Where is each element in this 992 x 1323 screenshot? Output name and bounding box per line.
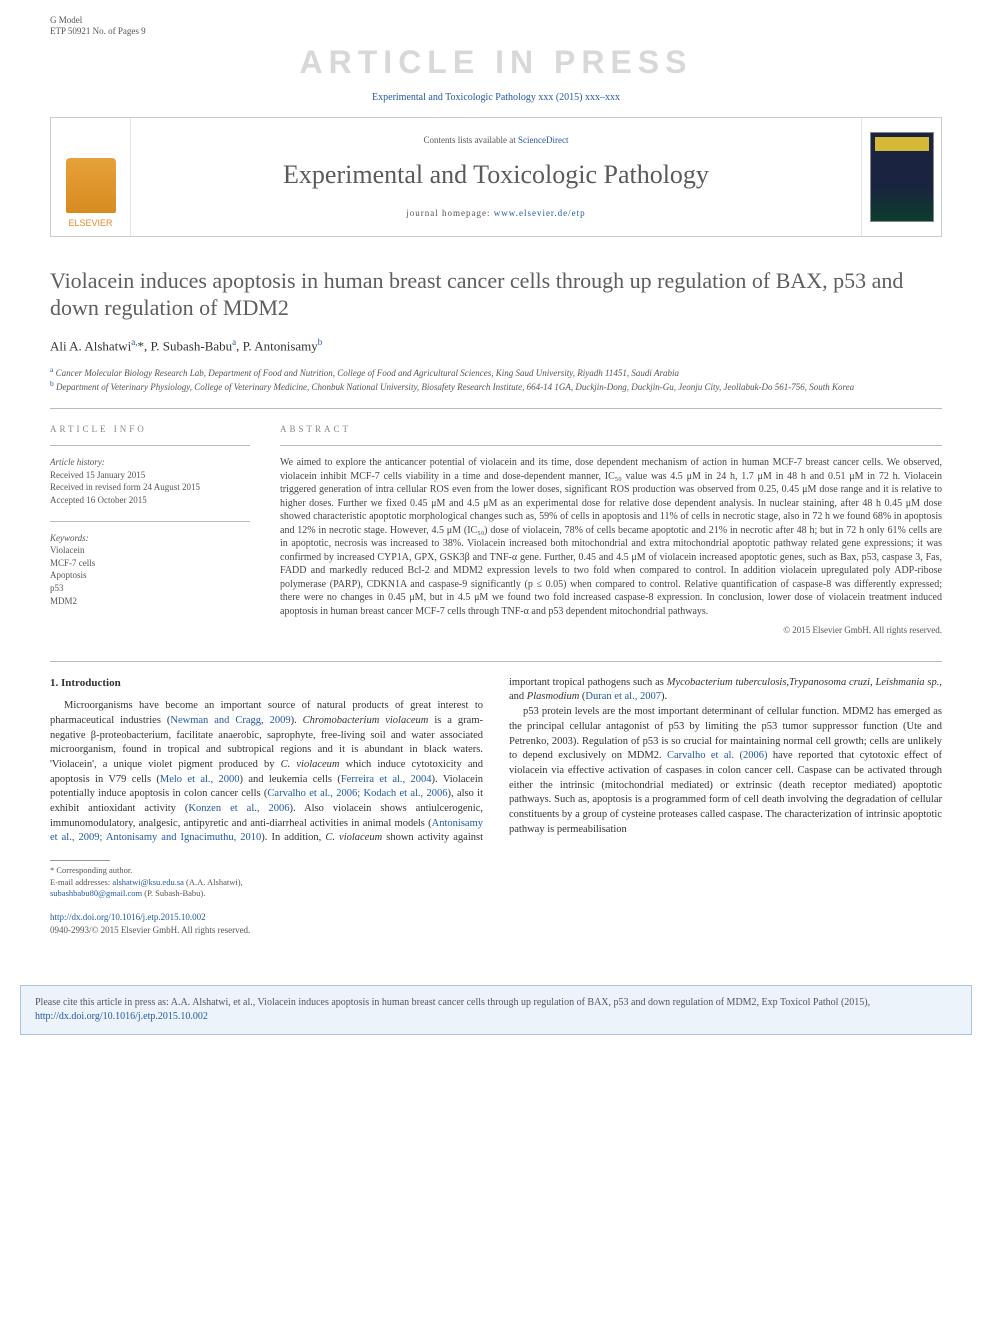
email-2[interactable]: subashbabu80@gmail.com [50,888,142,898]
abstract-column: ABSTRACT We aimed to explore the antican… [280,423,942,637]
journal-reference: Experimental and Toxicologic Pathology x… [50,91,942,105]
article-title: Violacein induces apoptosis in human bre… [50,267,942,322]
ref-konzen[interactable]: Konzen et al., 2006 [188,803,289,814]
sciencedirect-link[interactable]: ScienceDirect [518,135,568,145]
contents-lists-line: Contents lists available at ScienceDirec… [424,134,569,147]
info-abstract-row: ARTICLE INFO Article history: Received 1… [50,423,942,637]
keyword-2: Apoptosis [50,569,250,582]
ref-carvalho-2006[interactable]: Carvalho et al. (2006) [667,750,768,761]
email-label: E-mail addresses: [50,877,112,887]
citation-box: Please cite this article in press as: A.… [20,985,972,1035]
issn-copyright: 0940-2993/© 2015 Elsevier GmbH. All righ… [50,924,942,937]
abstract-hr [280,445,942,446]
homepage-url[interactable]: www.elsevier.de/etp [494,208,586,218]
abstract-copyright: © 2015 Elsevier GmbH. All rights reserve… [280,624,942,637]
doi-block: http://dx.doi.org/10.1016/j.etp.2015.10.… [50,911,942,936]
history-received: Received 15 January 2015 [50,469,250,482]
keyword-0: Violacein [50,544,250,557]
keyword-3: p53 [50,582,250,595]
affiliation-b: Department of Veterinary Physiology, Col… [56,382,854,392]
keywords-label: Keywords: [50,532,250,545]
footnote-separator [50,860,110,861]
ref-ferreira[interactable]: Ferreira et al., 2004 [341,774,432,785]
info-hr-2 [50,521,250,522]
ref-duran[interactable]: Duran et al., 2007 [585,691,661,702]
corresponding-author: * Corresponding author. [50,865,942,876]
intro-p2: p53 protein levels are the most importan… [509,705,942,837]
header-center: Contents lists available at ScienceDirec… [131,118,861,236]
body-columns: 1. Introduction Microorganisms have beco… [50,676,942,846]
journal-name: Experimental and Toxicologic Pathology [283,157,709,193]
abstract-text: We aimed to explore the anticancer poten… [280,456,942,618]
affiliation-a: Cancer Molecular Biology Research Lab, D… [56,368,679,378]
email-1[interactable]: alshatwi@ksu.edu.sa [112,877,184,887]
footnotes: * Corresponding author. E-mail addresses… [50,865,942,899]
keyword-4: MDM2 [50,595,250,608]
article-info-label: ARTICLE INFO [50,423,250,436]
g-model-tag: G Model ETP 50921 No. of Pages 9 [50,15,146,37]
ref-carvalho-kodner[interactable]: Carvalho et al., 2006; Kodach et al., 20… [267,788,447,799]
g-model-line1: G Model [50,15,146,26]
intro-heading: 1. Introduction [50,676,483,691]
affiliations: a Cancer Molecular Biology Research Lab,… [50,365,942,393]
history-label: Article history: [50,456,250,469]
keywords-block: Keywords: Violacein MCF-7 cells Apoptosi… [50,532,250,608]
citebox-doi-link[interactable]: http://dx.doi.org/10.1016/j.etp.2015.10.… [35,1011,208,1022]
history-revised: Received in revised form 24 August 2015 [50,481,250,494]
divider-bottom [50,661,942,662]
journal-cover-icon [870,132,934,222]
abstract-label: ABSTRACT [280,423,942,436]
article-info-column: ARTICLE INFO Article history: Received 1… [50,423,250,637]
publisher-name: ELSEVIER [68,217,112,230]
email-line: E-mail addresses: alshatwi@ksu.edu.sa (A… [50,877,942,900]
cover-thumb-cell [861,118,941,236]
article-history: Article history: Received 15 January 201… [50,456,250,506]
ref-newman-cragg[interactable]: Newman and Cragg, 2009 [170,715,290,726]
homepage-prefix: journal homepage: [406,208,493,218]
doi-link[interactable]: http://dx.doi.org/10.1016/j.etp.2015.10.… [50,911,942,924]
ref-melo[interactable]: Melo et al., 2000 [160,774,240,785]
journal-header-box: ELSEVIER Contents lists available at Sci… [50,117,942,237]
publisher-logo-cell: ELSEVIER [51,118,131,236]
watermark-banner: ARTICLE IN PRESS [50,40,942,85]
elsevier-tree-icon [66,158,116,213]
contents-prefix: Contents lists available at [424,135,518,145]
history-accepted: Accepted 16 October 2015 [50,494,250,507]
info-hr-1 [50,445,250,446]
homepage-line: journal homepage: www.elsevier.de/etp [406,207,585,220]
g-model-line2: ETP 50921 No. of Pages 9 [50,26,146,37]
authors-line: Ali A. Alshatwia,*, P. Subash-Babua, P. … [50,336,942,356]
citebox-text: Please cite this article in press as: A.… [35,997,870,1008]
divider-top [50,408,942,409]
keyword-1: MCF-7 cells [50,557,250,570]
